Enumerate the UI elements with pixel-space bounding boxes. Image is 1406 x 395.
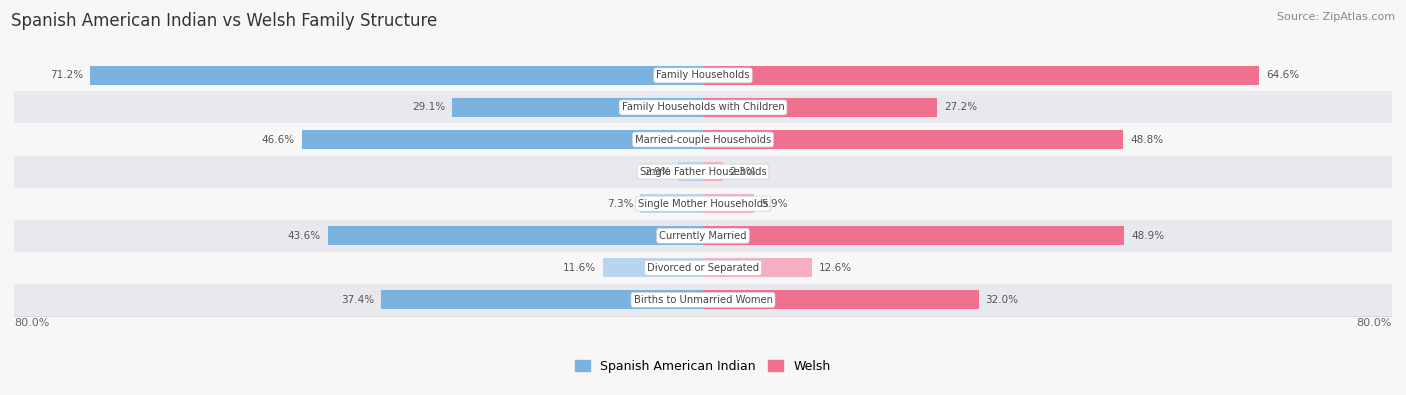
Bar	[328, 226, 703, 245]
Bar	[381, 290, 703, 309]
Bar	[14, 188, 1392, 220]
Bar	[678, 162, 703, 181]
Text: Divorced or Separated: Divorced or Separated	[647, 263, 759, 273]
Text: 46.6%: 46.6%	[262, 135, 295, 145]
Text: 27.2%: 27.2%	[945, 102, 977, 113]
Text: Spanish American Indian vs Welsh Family Structure: Spanish American Indian vs Welsh Family …	[11, 12, 437, 30]
Bar	[14, 124, 1392, 156]
Text: 12.6%: 12.6%	[818, 263, 852, 273]
Text: 5.9%: 5.9%	[761, 199, 787, 209]
Bar	[302, 130, 703, 149]
Text: Source: ZipAtlas.com: Source: ZipAtlas.com	[1277, 12, 1395, 22]
Bar	[14, 220, 1392, 252]
Bar	[14, 91, 1392, 124]
Text: 43.6%: 43.6%	[287, 231, 321, 241]
Text: Single Mother Households: Single Mother Households	[638, 199, 768, 209]
Text: 32.0%: 32.0%	[986, 295, 1018, 305]
Text: Single Father Households: Single Father Households	[640, 167, 766, 177]
Bar	[14, 252, 1392, 284]
Legend: Spanish American Indian, Welsh: Spanish American Indian, Welsh	[571, 355, 835, 378]
Bar	[703, 290, 979, 309]
Text: Family Households: Family Households	[657, 70, 749, 81]
Text: 80.0%: 80.0%	[14, 318, 49, 328]
Text: Family Households with Children: Family Households with Children	[621, 102, 785, 113]
Text: 80.0%: 80.0%	[1357, 318, 1392, 328]
Text: 2.9%: 2.9%	[644, 167, 671, 177]
Bar	[14, 284, 1392, 316]
Text: 7.3%: 7.3%	[607, 199, 633, 209]
Bar	[703, 162, 723, 181]
Text: 71.2%: 71.2%	[49, 70, 83, 81]
Bar	[90, 66, 703, 85]
Bar	[703, 258, 811, 277]
Bar	[603, 258, 703, 277]
Text: 48.9%: 48.9%	[1130, 231, 1164, 241]
Bar	[703, 130, 1123, 149]
Text: Currently Married: Currently Married	[659, 231, 747, 241]
Text: 64.6%: 64.6%	[1267, 70, 1299, 81]
Text: Births to Unmarried Women: Births to Unmarried Women	[634, 295, 772, 305]
Bar	[14, 59, 1392, 91]
Bar	[703, 226, 1125, 245]
Text: Married-couple Households: Married-couple Households	[636, 135, 770, 145]
Bar	[14, 156, 1392, 188]
Bar	[703, 98, 938, 117]
Text: 11.6%: 11.6%	[562, 263, 596, 273]
Text: 29.1%: 29.1%	[412, 102, 446, 113]
Text: 48.8%: 48.8%	[1130, 135, 1163, 145]
Text: 2.3%: 2.3%	[730, 167, 756, 177]
Bar	[453, 98, 703, 117]
Text: 37.4%: 37.4%	[340, 295, 374, 305]
Bar	[640, 194, 703, 213]
Bar	[703, 66, 1260, 85]
Bar	[703, 194, 754, 213]
